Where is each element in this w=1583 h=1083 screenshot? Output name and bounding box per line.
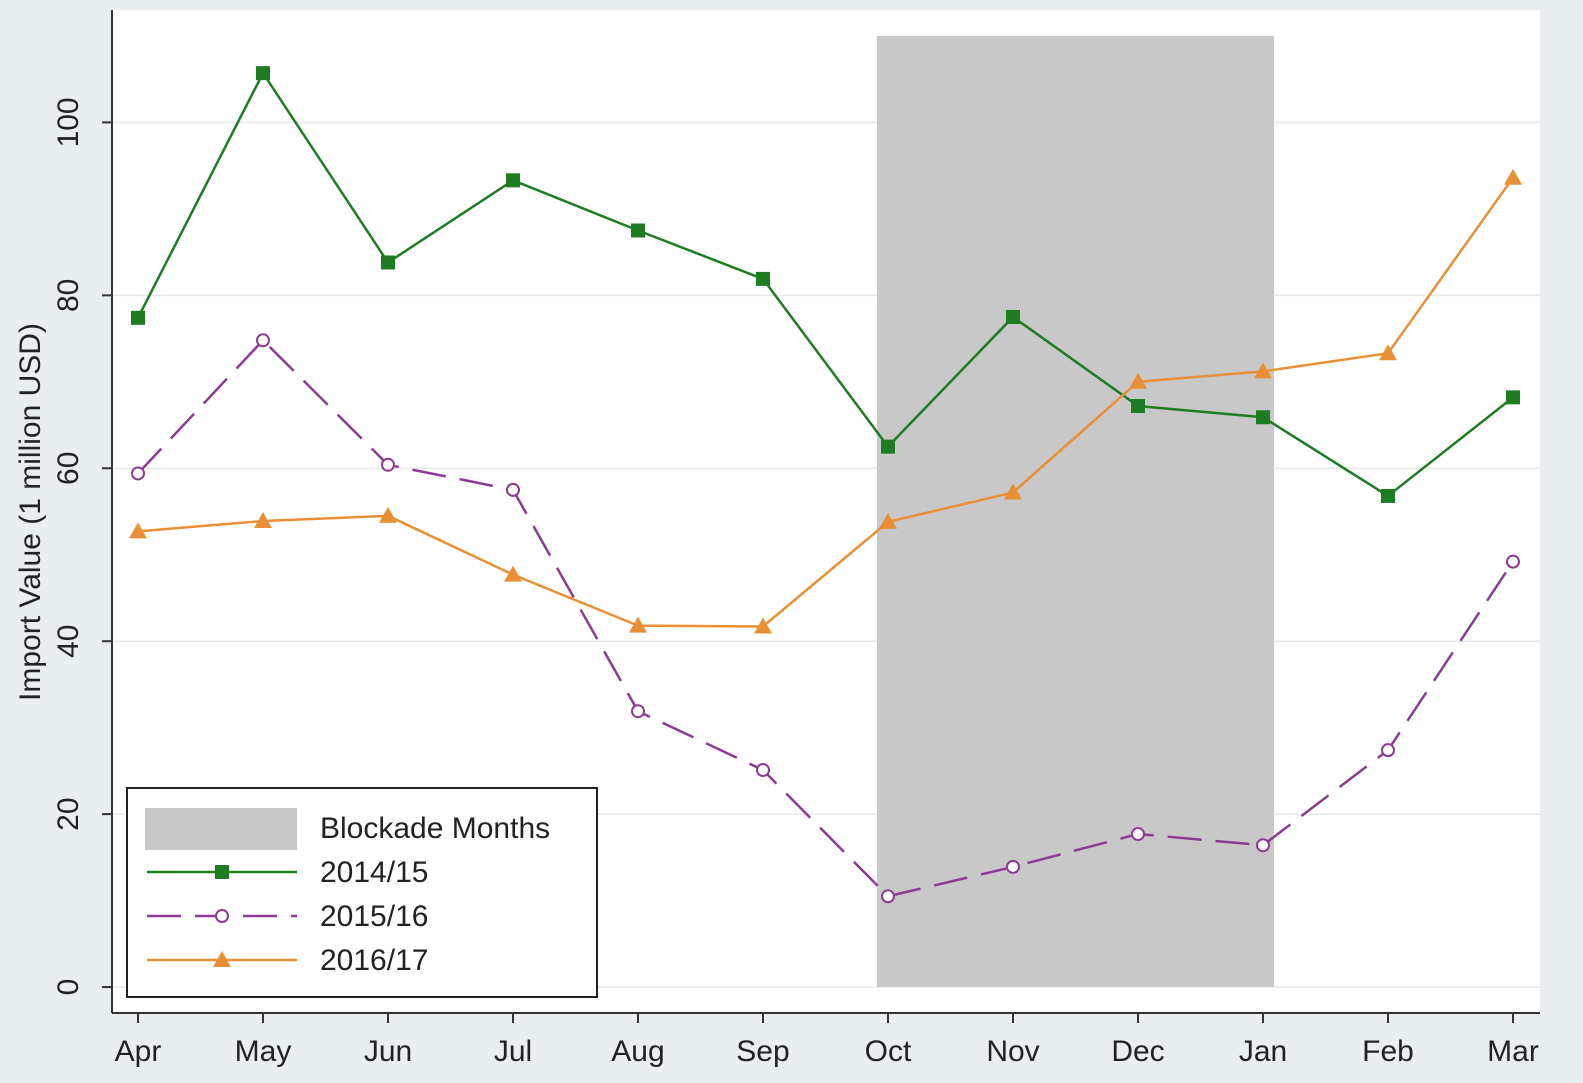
legend-label: Blockade Months: [320, 812, 550, 845]
marker: [131, 310, 145, 325]
marker: [1504, 168, 1522, 185]
marker: [879, 512, 897, 529]
series-line: [137, 338, 1515, 898]
marker: [215, 909, 229, 923]
marker: [754, 617, 772, 634]
marker: [381, 255, 395, 270]
marker: [631, 704, 645, 719]
marker: [254, 512, 272, 529]
y-tick-label: 100: [52, 97, 85, 147]
marker: [1006, 859, 1020, 874]
marker: [1256, 410, 1270, 425]
marker: [381, 457, 395, 472]
legend: Blockade Months 2014/15 2015/16 2016/17: [126, 787, 598, 998]
marker: [131, 466, 145, 481]
y-tick-label: 40: [52, 625, 85, 658]
marker: [631, 223, 645, 238]
y-tick-label: 0: [52, 979, 85, 996]
marker: [881, 889, 895, 904]
x-tick-label: Dec: [1111, 1035, 1164, 1068]
marker: [256, 66, 270, 81]
x-tick-label: Jun: [364, 1035, 412, 1068]
x-tick-label: Jul: [494, 1035, 532, 1068]
x-tick-label: Oct: [865, 1035, 912, 1068]
x-tick-label: Feb: [1362, 1035, 1414, 1068]
marker: [1379, 344, 1397, 361]
marker: [129, 522, 147, 539]
x-tick-label: Nov: [986, 1035, 1039, 1068]
marker: [1131, 827, 1145, 842]
x-tick-label: Mar: [1487, 1035, 1539, 1068]
y-tick-label: 60: [52, 452, 85, 485]
marker: [1004, 483, 1022, 500]
marker: [756, 763, 770, 778]
marker: [379, 506, 397, 523]
x-tick-label: Apr: [115, 1035, 162, 1068]
legend-swatch: [145, 808, 297, 850]
x-tick-label: Sep: [736, 1035, 789, 1068]
y-tick-label: 80: [52, 279, 85, 312]
marker: [1381, 743, 1395, 758]
marker: [213, 951, 231, 967]
legend-label: 2016/17: [320, 944, 428, 977]
marker: [1506, 554, 1520, 569]
marker: [1006, 309, 1020, 324]
shade-region: [877, 35, 1274, 988]
marker: [1256, 838, 1270, 853]
x-tick-label: Jan: [1239, 1035, 1287, 1068]
marker: [1506, 390, 1520, 405]
marker: [629, 616, 647, 633]
series-line: [136, 70, 1514, 498]
y-axis-label: Import Value (1 million USD): [14, 323, 47, 701]
marker: [1254, 362, 1272, 379]
marker: [1131, 399, 1145, 414]
y-tick-label: 20: [52, 797, 85, 830]
legend-label: 2015/16: [320, 900, 428, 933]
series-line: [137, 177, 1515, 628]
x-tick-label: Aug: [611, 1035, 664, 1068]
marker: [881, 439, 895, 454]
marker: [506, 173, 520, 188]
marker: [506, 482, 520, 497]
marker: [1129, 372, 1147, 389]
marker: [215, 865, 229, 879]
marker: [1381, 488, 1395, 503]
marker: [256, 333, 270, 348]
marker: [504, 565, 522, 582]
x-tick-label: May: [235, 1035, 292, 1068]
legend-label: 2014/15: [320, 856, 428, 889]
marker: [756, 271, 770, 286]
